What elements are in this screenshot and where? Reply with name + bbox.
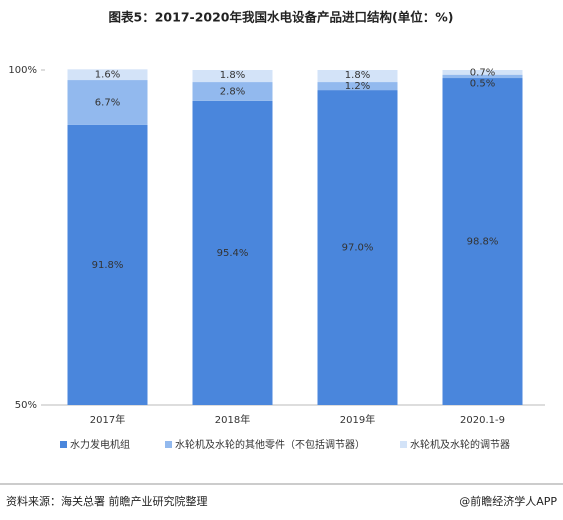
bar-segment — [192, 82, 273, 101]
value-label: 1.2% — [345, 81, 370, 92]
bar-segment — [67, 80, 148, 125]
bar-segment — [67, 124, 148, 405]
bar-segment — [317, 90, 398, 405]
legend-swatch — [400, 441, 407, 448]
credit: @前瞻经济学人APP — [459, 494, 557, 508]
x-tick-label: 2020.1-9 — [460, 415, 505, 426]
value-label: 1.8% — [345, 70, 370, 81]
value-label: 1.6% — [95, 69, 120, 80]
bar-segment — [317, 82, 398, 91]
legend-label: 水力发电机组 — [70, 438, 130, 451]
chart-title: 图表5：2017-2020年我国水电设备产品进口结构(单位：%) — [109, 10, 454, 25]
legend-label: 水轮机及水轮的调节器 — [410, 438, 510, 451]
value-label: 95.4% — [217, 248, 249, 259]
value-label: 6.7% — [95, 97, 120, 108]
legend-label: 水轮机及水轮的其他零件（不包括调节器） — [175, 438, 365, 451]
legend-swatch — [165, 441, 172, 448]
bar-segment — [442, 70, 523, 75]
x-tick-label: 2017年 — [90, 413, 125, 426]
value-label: 2.8% — [220, 86, 245, 97]
bar-segment — [192, 100, 273, 405]
bar-segment — [442, 74, 523, 79]
bar-segment — [317, 70, 398, 83]
value-label: 97.0% — [342, 243, 374, 254]
x-tick-label: 2019年 — [340, 413, 375, 426]
value-label: 0.5% — [470, 78, 495, 89]
value-label: 1.8% — [220, 70, 245, 81]
y-tick-label: 50% — [15, 400, 37, 411]
x-tick-label: 2018年 — [215, 413, 250, 426]
value-label: 91.8% — [92, 260, 124, 271]
bar-segment — [442, 78, 523, 405]
value-label: 98.8% — [467, 237, 499, 248]
legend-swatch — [60, 441, 67, 448]
value-label: 0.7% — [470, 67, 495, 78]
bar-segment — [192, 70, 273, 83]
bar-segment — [67, 69, 148, 81]
y-tick-label: 100% — [8, 65, 37, 76]
source: 资料来源：海关总署 前瞻产业研究院整理 — [6, 494, 208, 508]
